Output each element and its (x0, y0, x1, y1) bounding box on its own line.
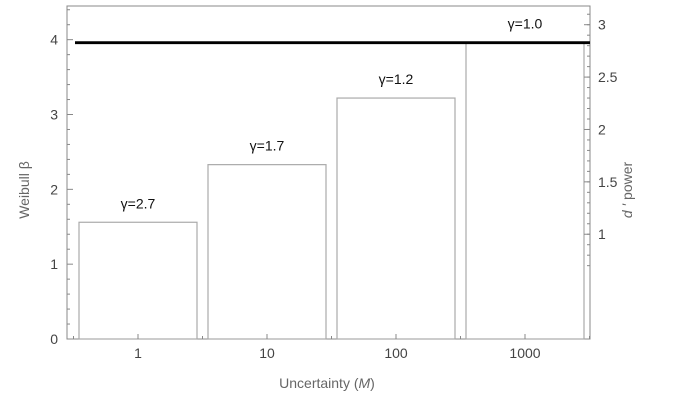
bar-label-100: γ=1.2 (379, 71, 414, 87)
y-tick-label: 4 (50, 32, 58, 48)
y-axis-ticks: 0 1 2 3 4 (50, 9, 73, 347)
y2-axis-title: d ′ power (619, 162, 635, 219)
bar-label-10: γ=1.7 (250, 138, 285, 154)
y2-tick-label: 1.5 (598, 174, 618, 190)
bar-label-1000: γ=1.0 (508, 16, 543, 32)
bar-labels-group: γ=2.7 γ=1.7 γ=1.2 γ=1.0 (121, 16, 543, 212)
bar-label-1: γ=2.7 (121, 195, 156, 211)
x-tick-label: 1000 (509, 345, 540, 361)
x-axis-ticks: 1 10 100 1000 (73, 334, 590, 361)
y2-tick-label: 2 (598, 121, 606, 137)
plot-frame (66, 5, 591, 340)
x-axis-title: Uncertainty (M) (279, 375, 375, 391)
y2-tick-label: 3 (598, 17, 606, 33)
y-axis-title: Weibull β (16, 161, 32, 219)
bars-group (78, 42, 585, 340)
plot-border (66, 5, 591, 340)
y2-axis-ticks: 1 1.5 2 2.5 3 (584, 13, 618, 267)
y-tick-label: 2 (50, 181, 58, 197)
x-tick-label: 1 (134, 345, 142, 361)
bar-100 (336, 97, 456, 340)
y2-tick-label: 1 (598, 226, 606, 242)
x-tick-label: 10 (259, 345, 275, 361)
y-tick-label: 3 (50, 107, 58, 123)
bar-10 (207, 164, 327, 340)
bar-1000 (465, 42, 585, 340)
x-tick-label: 100 (384, 345, 408, 361)
bar-1 (78, 221, 198, 340)
y-tick-label: 1 (50, 256, 58, 272)
y2-tick-label: 2.5 (598, 69, 618, 85)
y-tick-label: 0 (50, 331, 58, 347)
